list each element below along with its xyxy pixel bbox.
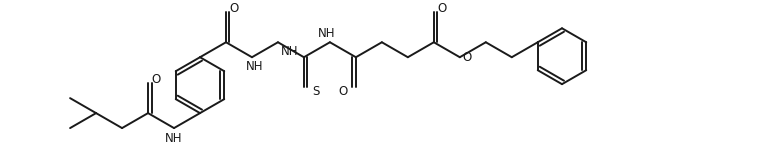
- Text: NH: NH: [246, 60, 263, 73]
- Text: O: O: [437, 2, 447, 15]
- Text: NH: NH: [166, 132, 182, 144]
- Text: O: O: [463, 51, 472, 64]
- Text: NH: NH: [318, 27, 336, 40]
- Text: S: S: [312, 85, 320, 98]
- Text: O: O: [152, 73, 161, 86]
- Text: O: O: [229, 2, 239, 15]
- Text: O: O: [339, 85, 348, 98]
- Text: NH: NH: [281, 45, 299, 58]
